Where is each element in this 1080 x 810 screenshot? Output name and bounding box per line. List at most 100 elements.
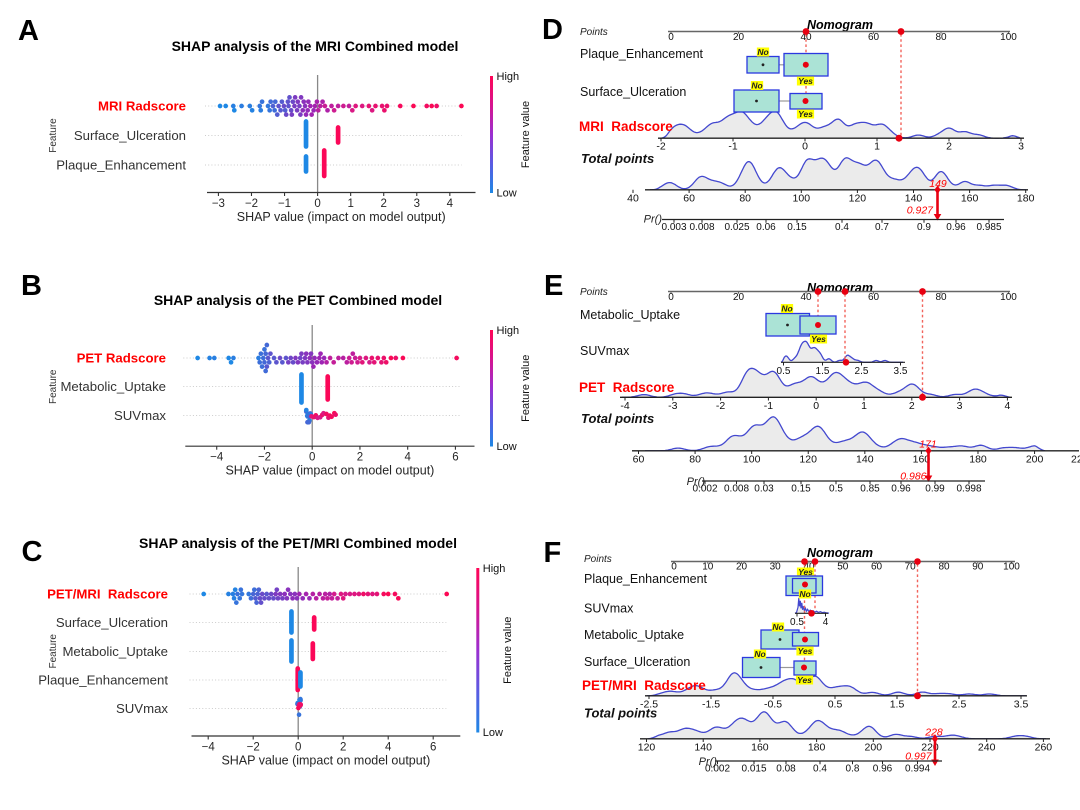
svg-text:20: 20 [736,562,748,573]
svg-text:Feature value: Feature value [520,355,532,422]
svg-text:Surface_Ulceration: Surface_Ulceration [56,615,168,630]
svg-text:MRI Radscore: MRI Radscore [579,119,673,134]
svg-text:0: 0 [314,198,320,210]
svg-text:0: 0 [802,141,808,153]
svg-text:90: 90 [972,562,984,573]
svg-text:Low: Low [497,441,517,453]
svg-text:30: 30 [770,562,782,573]
svg-text:0: 0 [668,292,674,303]
svg-text:-2.5: -2.5 [640,698,658,710]
svg-text:SUVmax: SUVmax [584,602,634,616]
svg-text:4: 4 [823,617,829,628]
svg-text:Total points: Total points [584,706,657,721]
svg-text:149: 149 [929,178,947,190]
svg-text:70: 70 [905,562,917,573]
svg-text:0.08: 0.08 [776,764,796,775]
svg-text:Yes: Yes [798,646,813,656]
svg-text:SHAP analysis of the MRI Combi: SHAP analysis of the MRI Combined model [172,38,459,54]
svg-text:PET Radscore: PET Radscore [77,351,166,366]
svg-text:2: 2 [380,198,386,210]
svg-text:SHAP analysis of the PET/MRI C: SHAP analysis of the PET/MRI Combined mo… [139,535,457,551]
svg-text:Yes: Yes [798,76,813,86]
svg-text:Feature: Feature [48,369,59,404]
svg-text:−2: −2 [245,198,258,210]
svg-text:3.5: 3.5 [1014,698,1029,710]
svg-text:SUVmax: SUVmax [580,344,630,358]
svg-text:PET/MRI Radscore: PET/MRI Radscore [582,678,706,693]
svg-text:0.5: 0.5 [790,617,804,628]
svg-text:2: 2 [946,141,952,153]
svg-text:100: 100 [1000,32,1017,43]
svg-text:0.85: 0.85 [860,484,880,495]
svg-text:20: 20 [733,292,745,303]
svg-text:2: 2 [909,400,915,412]
svg-text:60: 60 [871,562,883,573]
svg-text:50: 50 [837,562,849,573]
svg-text:0.9: 0.9 [917,222,931,233]
svg-text:Pr(): Pr() [699,756,718,768]
svg-text:SHAP value (impact on model ou: SHAP value (impact on model output) [225,464,434,478]
svg-text:140: 140 [856,453,874,465]
svg-text:Low: Low [497,188,517,200]
svg-text:180: 180 [1017,192,1035,204]
svg-text:228: 228 [924,727,943,739]
svg-text:0.8: 0.8 [846,764,860,775]
svg-text:High: High [497,325,520,337]
svg-text:0.015: 0.015 [741,764,766,775]
svg-text:Feature value: Feature value [520,101,532,168]
svg-text:-1: -1 [728,141,737,153]
svg-text:40: 40 [627,192,639,204]
svg-text:No: No [757,47,768,57]
svg-text:−1: −1 [278,198,291,210]
svg-text:3: 3 [957,400,963,412]
svg-text:SHAP value (impact on model ou: SHAP value (impact on model output) [221,754,430,768]
svg-text:Points: Points [580,287,608,298]
svg-text:1: 1 [874,141,880,153]
svg-text:0.998: 0.998 [956,484,981,495]
svg-text:−2: −2 [247,742,260,754]
svg-text:40: 40 [800,32,812,43]
svg-text:10: 10 [702,562,714,573]
svg-text:100: 100 [1003,562,1020,573]
svg-text:0.4: 0.4 [813,764,827,775]
svg-text:SHAP value (impact on model ou: SHAP value (impact on model output) [237,210,446,224]
svg-text:60: 60 [868,32,880,43]
svg-text:No: No [754,649,765,659]
svg-text:0.15: 0.15 [787,222,807,233]
svg-text:Metabolic_Uptake: Metabolic_Uptake [580,308,680,322]
svg-text:100: 100 [1000,292,1017,303]
svg-text:SHAP analysis of the PET Combi: SHAP analysis of the PET Combined model [154,292,442,308]
svg-text:6: 6 [430,742,436,754]
svg-text:2.5: 2.5 [855,366,869,377]
svg-text:Plaque_Enhancement: Plaque_Enhancement [56,158,186,173]
svg-text:120: 120 [799,453,817,465]
svg-text:0.15: 0.15 [791,484,811,495]
svg-text:0: 0 [813,400,819,412]
svg-text:No: No [781,303,792,313]
svg-text:0.7: 0.7 [875,222,889,233]
svg-text:Plaque_Enhancement: Plaque_Enhancement [584,572,708,586]
svg-text:0.008: 0.008 [689,222,714,233]
svg-text:3.5: 3.5 [894,366,908,377]
svg-text:MRI Radscore: MRI Radscore [98,99,186,114]
svg-text:80: 80 [935,292,947,303]
svg-text:Surface_Ulceration: Surface_Ulceration [74,128,186,143]
svg-text:Yes: Yes [797,675,812,685]
svg-text:Pr(): Pr() [644,214,663,226]
svg-text:Yes: Yes [798,567,813,577]
svg-text:-1: -1 [764,400,773,412]
svg-text:A: A [18,15,39,47]
svg-text:0.003: 0.003 [661,222,686,233]
svg-text:100: 100 [743,453,761,465]
svg-text:20: 20 [733,32,745,43]
svg-text:2: 2 [340,742,346,754]
svg-text:0.4: 0.4 [835,222,849,233]
svg-text:0: 0 [309,452,315,464]
svg-text:60: 60 [868,292,880,303]
svg-text:Nomogram: Nomogram [807,546,873,560]
svg-text:120: 120 [849,192,867,204]
svg-text:0.96: 0.96 [891,484,911,495]
svg-text:Yes: Yes [811,334,826,344]
svg-text:0.986: 0.986 [900,471,926,483]
svg-text:Feature value: Feature value [502,617,514,684]
